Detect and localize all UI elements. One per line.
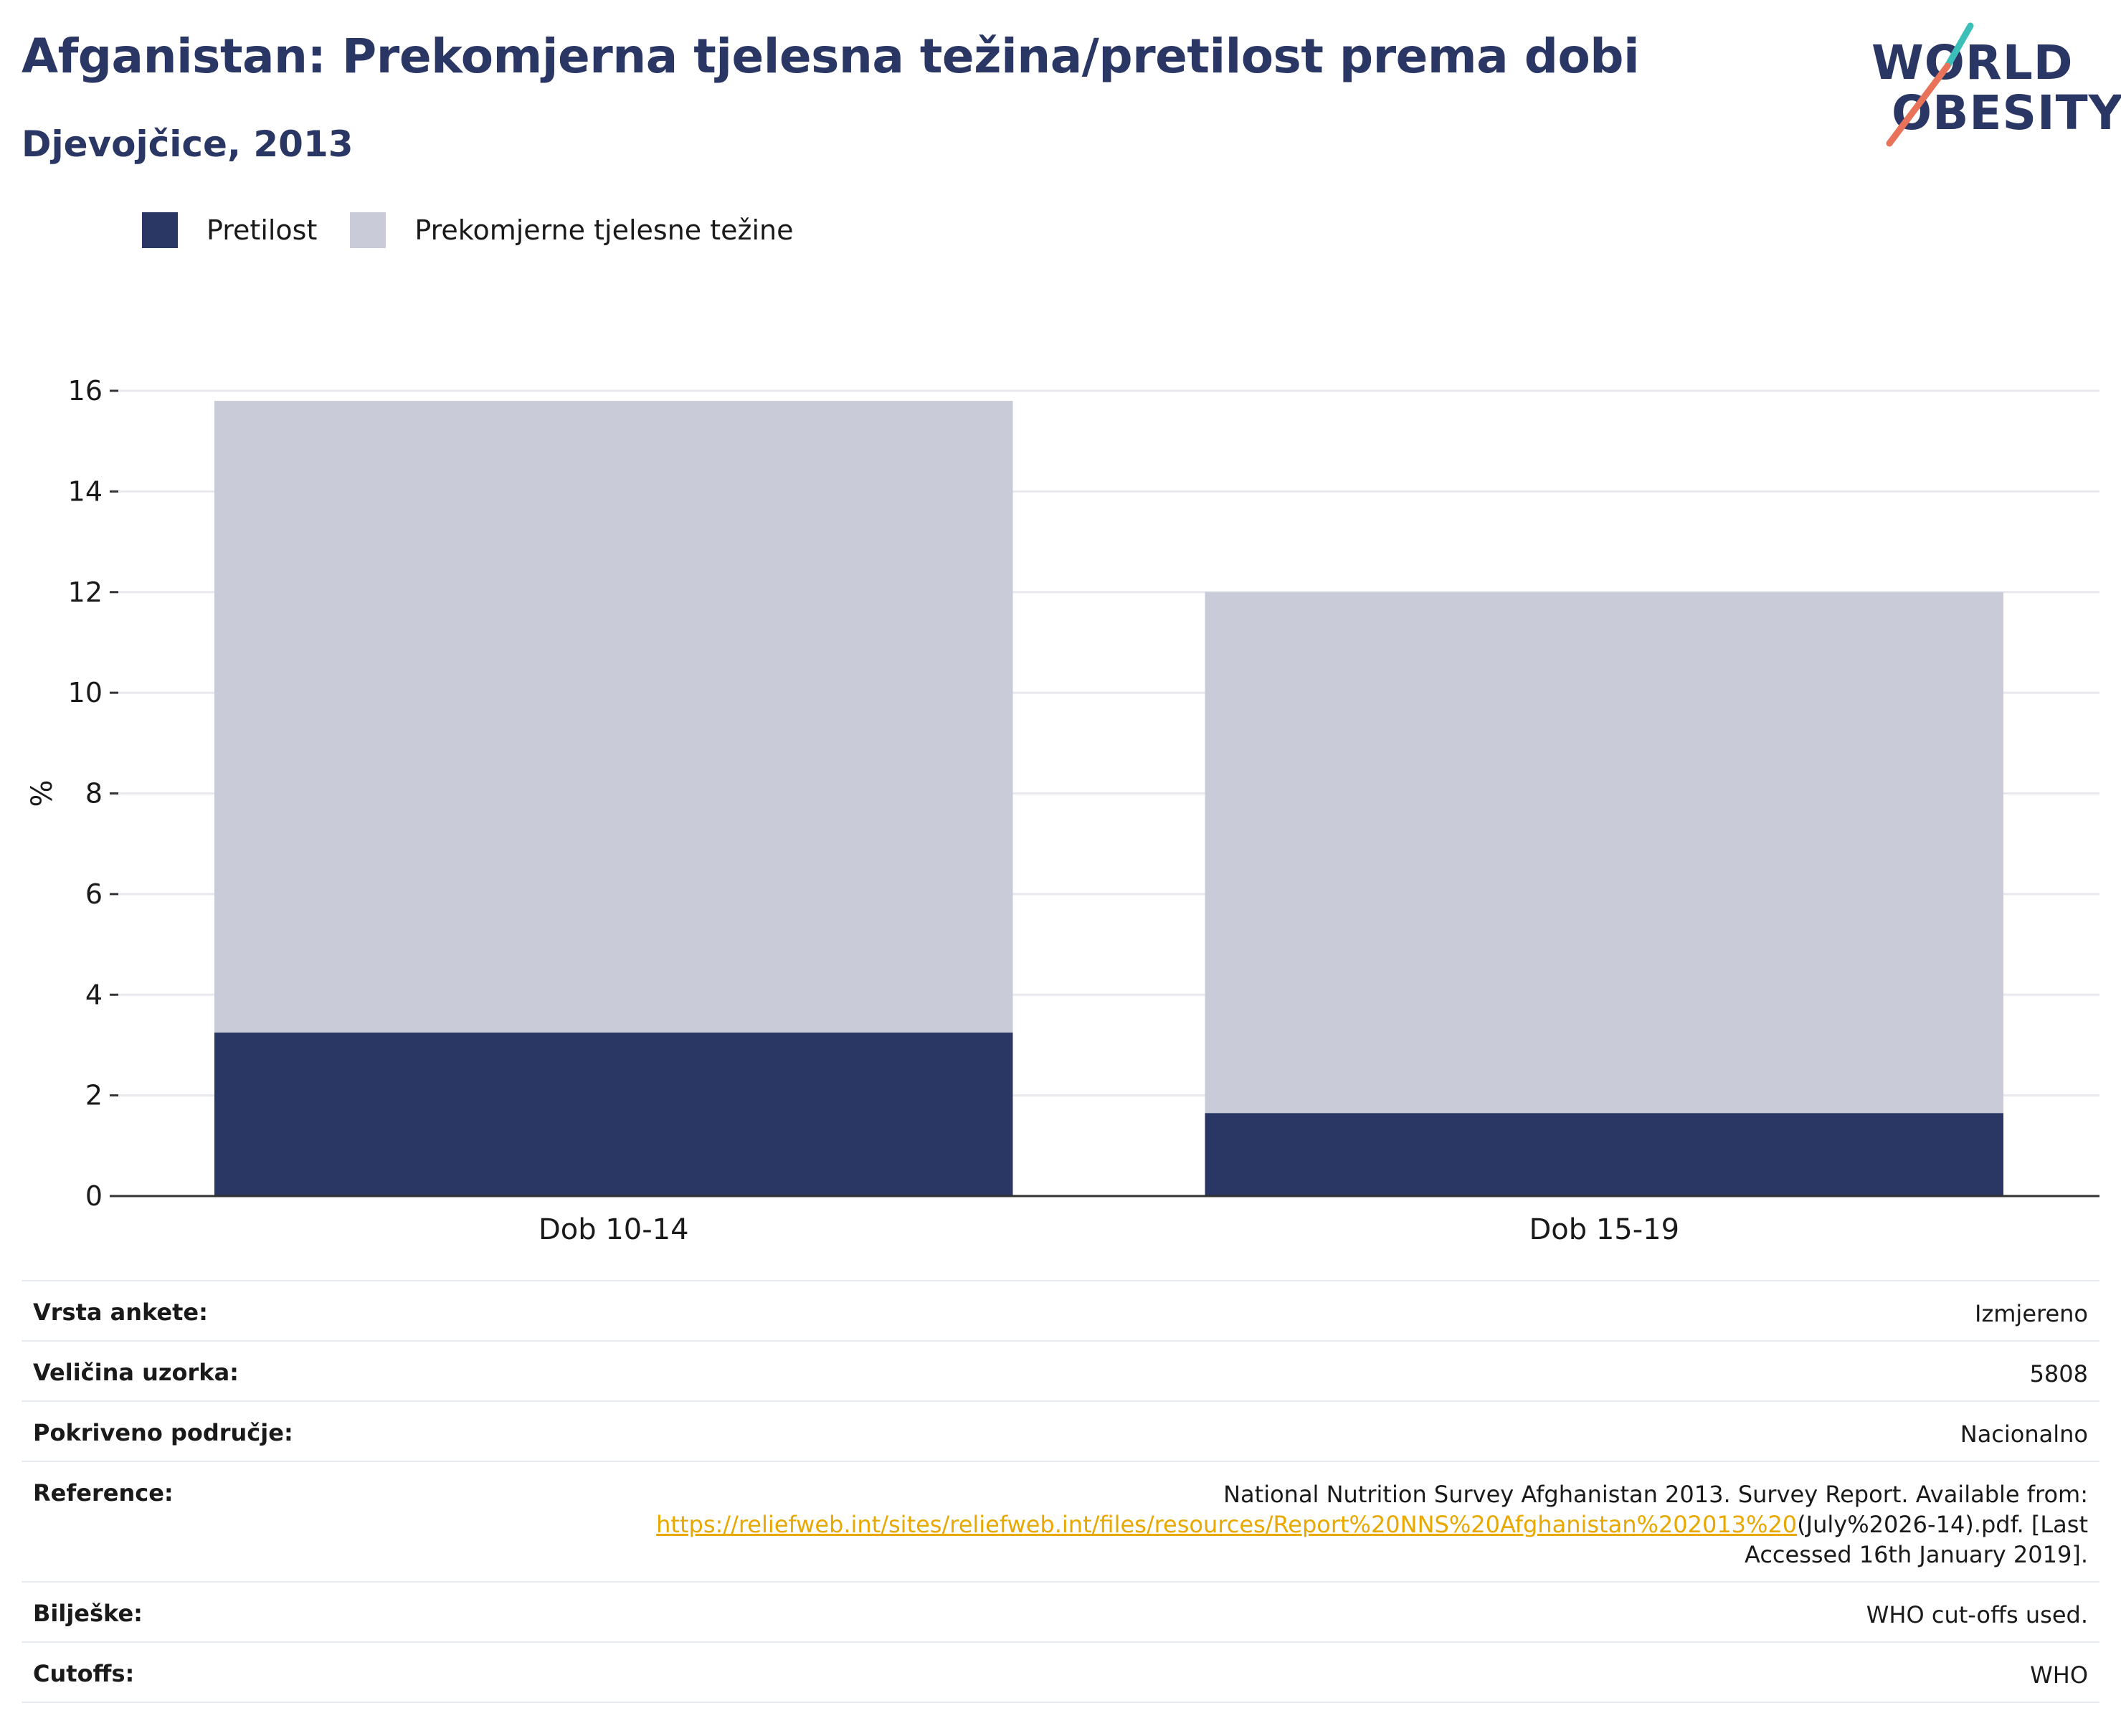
cutoffs-value: WHO [2030, 1661, 2088, 1689]
logo-slash-icon [1886, 22, 1974, 147]
chart-legend: Pretilost Prekomjerne tjelesne težine [142, 212, 827, 248]
y-tick-label: 0 [85, 1180, 103, 1212]
legend-label-overweight: Prekomjerne tjelesne težine [414, 214, 794, 246]
legend-label-obesity: Pretilost [207, 214, 318, 246]
y-tick-label: 12 [68, 577, 103, 608]
y-tick-label: 8 [85, 778, 103, 810]
coverage-label: Pokriveno područje: [33, 1419, 293, 1446]
info-row-sample-size: Veličina uzorka: 5808 [22, 1340, 2099, 1400]
survey-type-label: Vrsta ankete: [33, 1299, 208, 1326]
chart-subtitle: Djevojčice, 2013 [22, 123, 354, 165]
chart-title: Afganistan: Prekomjerna tjelesna težina/… [22, 29, 1640, 84]
notes-value: WHO cut-offs used. [1866, 1601, 2088, 1628]
info-row-coverage: Pokriveno područje: Nacionalno [22, 1400, 2099, 1461]
y-tick-label: 6 [85, 878, 103, 910]
y-axis-label: % [26, 779, 59, 807]
legend-swatch-obesity [142, 212, 178, 248]
bar-segment-overweight [1205, 592, 2003, 1114]
notes-label: Bilješke: [33, 1600, 143, 1627]
logo-line-2: OBESITY [1892, 85, 2121, 141]
info-row-cutoffs: Cutoffs: WHO [22, 1641, 2099, 1703]
legend-item-overweight[interactable]: Prekomjerne tjelesne težine [350, 212, 794, 248]
world-obesity-logo: WORLD OBESITY [1871, 22, 2121, 151]
y-tick-label: 10 [68, 677, 103, 708]
bar-segment-overweight [214, 401, 1013, 1033]
reference-text: National Nutrition Survey Afghanistan 20… [1223, 1481, 2088, 1508]
logo-line-1: WORLD [1871, 35, 2074, 90]
bar-segment-obesity [214, 1032, 1013, 1196]
sample-size-label: Veličina uzorka: [33, 1359, 239, 1386]
reference-text-end: Accessed 16th January 2019]. [1744, 1541, 2088, 1568]
bar-segment-obesity [1205, 1113, 2003, 1196]
y-tick-label: 14 [68, 475, 103, 507]
y-tick-label: 4 [85, 979, 103, 1010]
sample-size-value: 5808 [2029, 1360, 2088, 1388]
survey-type-value: Izmjereno [1975, 1300, 2088, 1327]
reference-label: Reference: [33, 1479, 174, 1507]
info-row-survey-type: Vrsta ankete: Izmjereno [22, 1280, 2099, 1340]
reference-text-after: (July%2026-14).pdf. [Last [1797, 1511, 2088, 1538]
x-tick-label: Dob 15-19 [1529, 1213, 1679, 1246]
coverage-value: Nacionalno [1960, 1420, 2088, 1448]
reference-link[interactable]: https://reliefweb.int/sites/reliefweb.in… [656, 1511, 1798, 1538]
x-tick-label: Dob 10-14 [538, 1213, 689, 1246]
y-tick-label: 2 [85, 1080, 103, 1111]
info-row-notes: Bilješke: WHO cut-offs used. [22, 1581, 2099, 1641]
bar-chart: 0 2 4 6 8 10 12 14 16 Dob 10-14 Dob 15-19% [26, 375, 2099, 1246]
info-row-reference: Reference: National Nutrition Survey Afg… [22, 1461, 2099, 1581]
cutoffs-label: Cutoffs: [33, 1660, 135, 1687]
y-tick-label: 16 [68, 375, 103, 407]
reference-value: National Nutrition Survey Afghanistan 20… [656, 1462, 2088, 1570]
legend-swatch-overweight [350, 212, 386, 248]
survey-info-table: Vrsta ankete: Izmjereno Veličina uzorka:… [22, 1280, 2099, 1703]
legend-item-obesity[interactable]: Pretilost [142, 212, 317, 248]
